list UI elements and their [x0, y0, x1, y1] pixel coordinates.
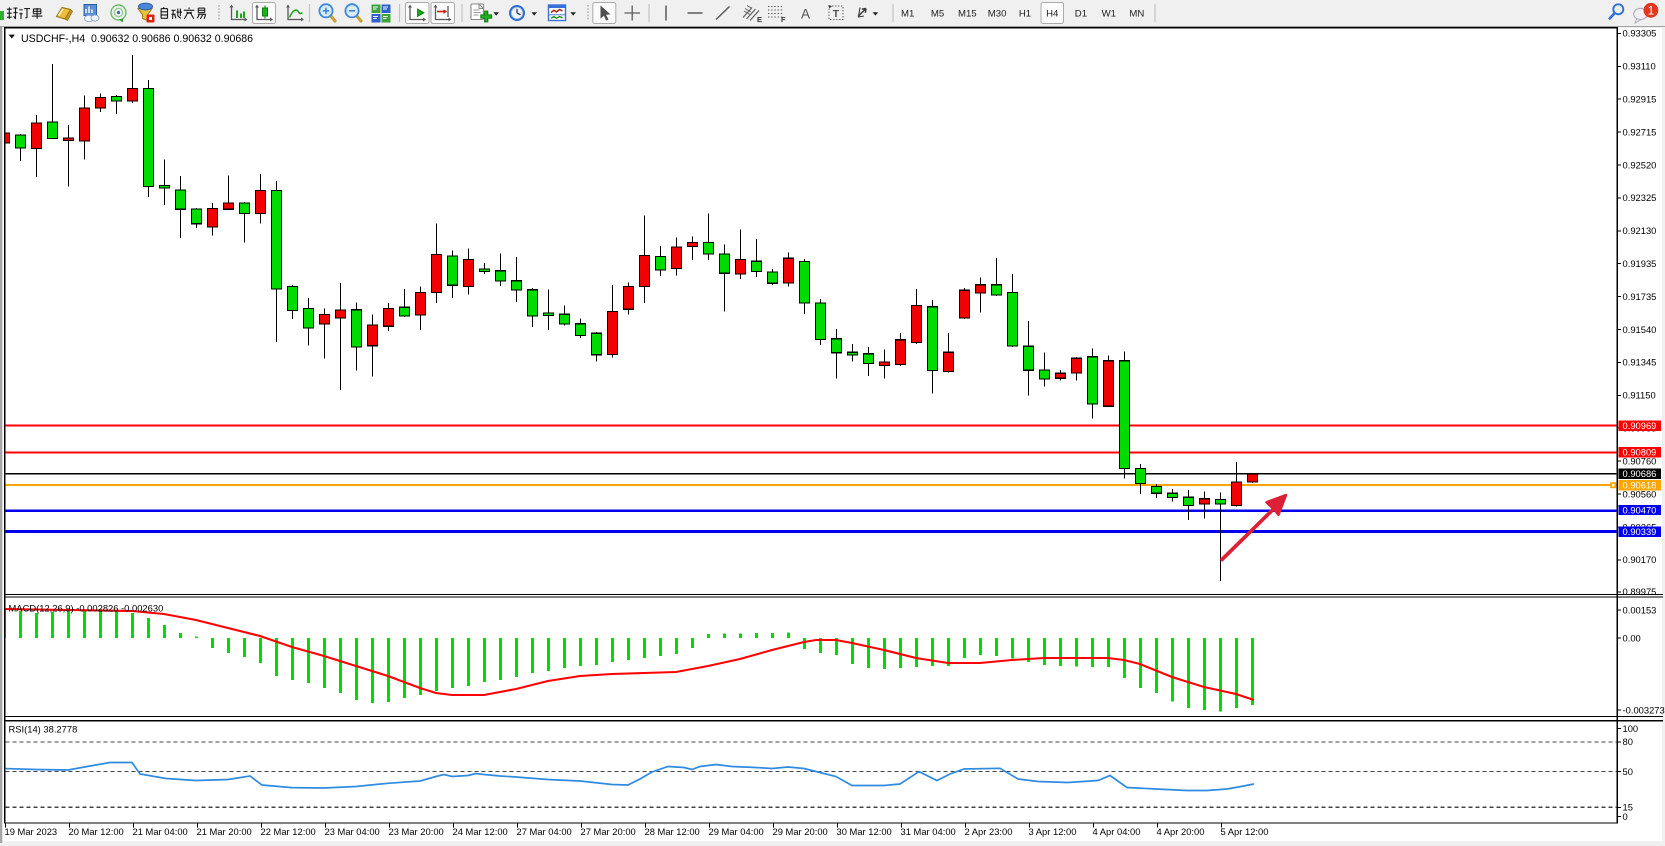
svg-text:20 Mar 12:00: 20 Mar 12:00: [69, 826, 124, 837]
svg-text:0.90170: 0.90170: [1623, 554, 1657, 565]
svg-text:2 Apr 23:00: 2 Apr 23:00: [965, 826, 1013, 837]
svg-text:F: F: [781, 15, 786, 24]
svg-text:D1: D1: [1075, 9, 1087, 20]
svg-text:0.90969: 0.90969: [1623, 420, 1657, 431]
svg-text:0.92915: 0.92915: [1623, 94, 1657, 105]
svg-text:0.92130: 0.92130: [1623, 225, 1657, 236]
svg-text:0.90618: 0.90618: [1623, 480, 1657, 491]
svg-text:0.90560: 0.90560: [1623, 488, 1657, 499]
svg-text:H1: H1: [1019, 9, 1031, 20]
svg-text:0.92325: 0.92325: [1623, 192, 1657, 203]
svg-text:0.90686: 0.90686: [1623, 468, 1657, 479]
svg-text:0: 0: [1623, 811, 1628, 822]
svg-text:24 Mar 12:00: 24 Mar 12:00: [453, 826, 508, 837]
svg-text:15: 15: [1623, 802, 1633, 813]
svg-text:M5: M5: [931, 9, 944, 20]
svg-text:MN: MN: [1129, 9, 1144, 20]
svg-text:0.93110: 0.93110: [1623, 61, 1656, 72]
svg-text:0.90470: 0.90470: [1623, 504, 1657, 515]
svg-text:MACD(12,26,9) -0.002826 -0.002: MACD(12,26,9) -0.002826 -0.002630: [9, 602, 164, 613]
svg-text:W1: W1: [1102, 9, 1116, 20]
svg-text:50: 50: [1623, 766, 1633, 777]
svg-text:E: E: [757, 15, 762, 24]
svg-text:31 Mar 04:00: 31 Mar 04:00: [901, 826, 956, 837]
svg-text:3 Apr 12:00: 3 Apr 12:00: [1029, 826, 1077, 837]
svg-text:23 Mar 20:00: 23 Mar 20:00: [389, 826, 444, 837]
svg-text:0.91735: 0.91735: [1623, 291, 1657, 302]
svg-text:27 Mar 20:00: 27 Mar 20:00: [581, 826, 636, 837]
svg-text:0.91935: 0.91935: [1623, 258, 1657, 269]
svg-text:0.00153: 0.00153: [1623, 604, 1657, 615]
svg-text:29 Mar 20:00: 29 Mar 20:00: [773, 826, 828, 837]
svg-text:0.00: 0.00: [1623, 632, 1641, 643]
svg-text:21 Mar 04:00: 21 Mar 04:00: [133, 826, 188, 837]
svg-text:30 Mar 12:00: 30 Mar 12:00: [837, 826, 892, 837]
svg-text:M30: M30: [988, 9, 1007, 20]
svg-text:21 Mar 20:00: 21 Mar 20:00: [197, 826, 252, 837]
svg-text:1: 1: [1648, 5, 1654, 17]
svg-text:0.92520: 0.92520: [1623, 159, 1657, 170]
svg-text:0.90339: 0.90339: [1623, 526, 1657, 537]
svg-text:A: A: [801, 7, 810, 22]
svg-text:27 Mar 04:00: 27 Mar 04:00: [517, 826, 572, 837]
svg-text:100: 100: [1623, 723, 1639, 734]
svg-text:4 Apr 20:00: 4 Apr 20:00: [1157, 826, 1205, 837]
svg-text:0.92715: 0.92715: [1623, 126, 1657, 137]
svg-text:M15: M15: [958, 9, 977, 20]
svg-text:RSI(14) 38.2778: RSI(14) 38.2778: [9, 723, 78, 734]
svg-text:USDCHF-,H4 0.90632 0.90686 0.: USDCHF-,H4 0.90632 0.90686 0.90632 0.906…: [21, 33, 253, 45]
svg-text:28 Mar 12:00: 28 Mar 12:00: [645, 826, 700, 837]
svg-text:29 Mar 04:00: 29 Mar 04:00: [709, 826, 764, 837]
svg-text:0.91150: 0.91150: [1623, 390, 1656, 401]
svg-text:T: T: [833, 8, 840, 20]
svg-text:0.91345: 0.91345: [1623, 357, 1657, 368]
svg-text:-0.003273: -0.003273: [1623, 704, 1665, 715]
svg-text:H4: H4: [1046, 9, 1059, 20]
svg-text:0.90760: 0.90760: [1623, 455, 1657, 466]
svg-text:22 Mar 12:00: 22 Mar 12:00: [261, 826, 316, 837]
svg-text:19 Mar 2023: 19 Mar 2023: [5, 826, 58, 837]
svg-text:80: 80: [1623, 736, 1633, 747]
svg-text:0.93305: 0.93305: [1623, 28, 1657, 39]
svg-text:0.91540: 0.91540: [1623, 324, 1657, 335]
svg-text:0.90809: 0.90809: [1623, 447, 1657, 458]
svg-text:23 Mar 04:00: 23 Mar 04:00: [325, 826, 380, 837]
svg-text:0.89975: 0.89975: [1623, 586, 1657, 597]
svg-text:M1: M1: [901, 9, 914, 20]
svg-text:5 Apr 12:00: 5 Apr 12:00: [1221, 826, 1269, 837]
svg-text:4 Apr 04:00: 4 Apr 04:00: [1093, 826, 1141, 837]
